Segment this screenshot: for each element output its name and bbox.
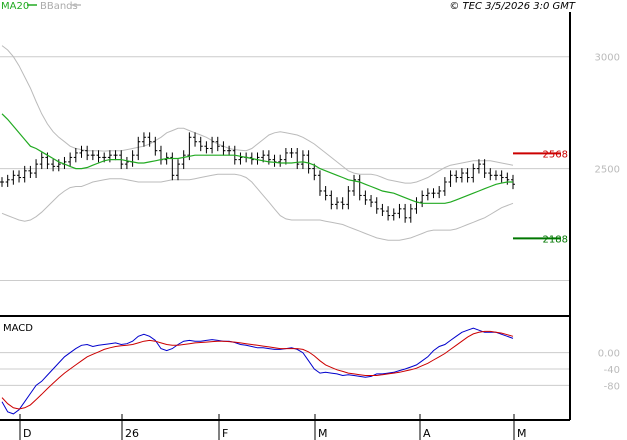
macd-axis-labels: 0.00 -40 -80	[598, 349, 620, 393]
macd-line	[1, 327, 514, 415]
chart-legend: MA20 BBands	[1, 1, 81, 12]
bband-lower-line	[1, 173, 514, 241]
price-tick-label: 3000	[595, 53, 620, 64]
macd-tick-label: -40	[604, 365, 620, 376]
ma20-line	[1, 113, 513, 204]
price-bars	[0, 132, 515, 223]
macd-label: MACD	[3, 323, 33, 334]
level-label: 2568	[543, 149, 568, 160]
x-tick-label: M	[517, 427, 527, 440]
legend-ma20: MA20	[1, 1, 29, 12]
price-grid	[0, 56, 569, 281]
signal-line	[1, 330, 514, 410]
x-axis: D 26 F M A M	[19, 414, 527, 440]
macd-lines	[1, 327, 514, 415]
x-tick-label: D	[23, 427, 31, 440]
macd-tick-label: -80	[604, 381, 620, 392]
x-tick-label: A	[423, 427, 431, 440]
price-axis-labels: 3000 2500	[595, 53, 620, 176]
macd-grid	[0, 352, 569, 386]
bollinger-bands	[1, 45, 514, 241]
x-tick-label: M	[318, 427, 328, 440]
price-panel: 2568 2188 3000 2500	[0, 45, 620, 281]
price-tick-label: 2500	[595, 165, 620, 176]
x-tick-label: 26	[125, 427, 139, 440]
price-levels: 2568 2188	[513, 149, 568, 245]
macd-panel: MACD 0.00 -40 -80	[0, 323, 620, 415]
macd-tick-label: 0.00	[598, 349, 620, 360]
level-label: 2188	[543, 234, 568, 245]
legend-bbands: BBands	[40, 1, 78, 12]
copyright-timestamp: © TEC 3/5/2026 3:0 GMT	[449, 1, 576, 12]
x-tick-label: F	[222, 427, 228, 440]
ma20-polyline	[1, 113, 513, 204]
